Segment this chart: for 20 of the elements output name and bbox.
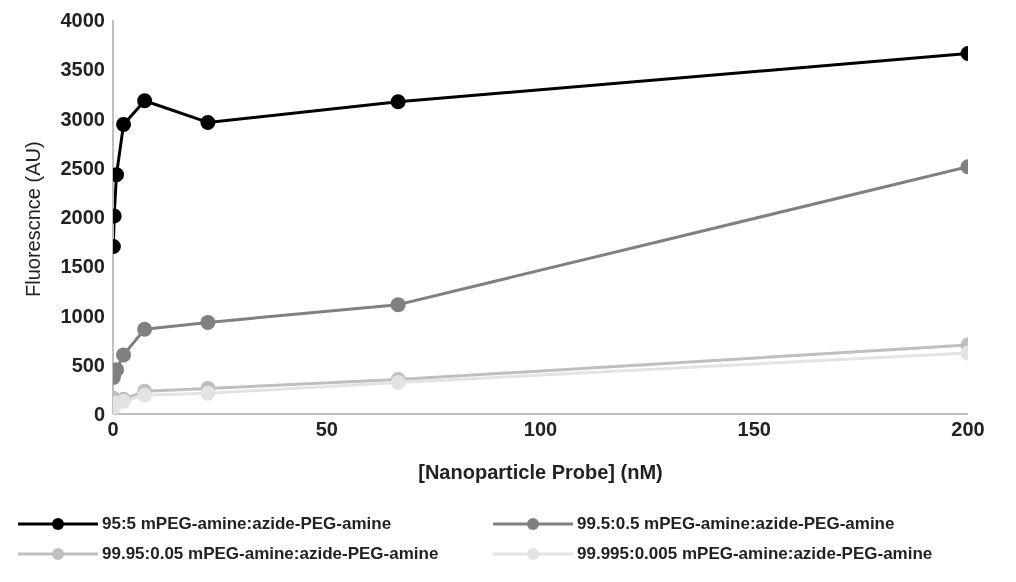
y-tick-label: 2500 xyxy=(60,156,105,179)
y-tick-label: 500 xyxy=(71,353,105,376)
y-tick-label: 4000 xyxy=(60,9,105,32)
y-tick-label: 3500 xyxy=(60,58,105,81)
y-tick-label: 1000 xyxy=(60,304,105,327)
x-tick-label: 100 xyxy=(523,418,558,441)
x-axis-title: [Nanoparticle Probe] (nM) xyxy=(418,461,663,483)
legend-label: 99.5:0.5 mPEG-amine:azide-PEG-amine xyxy=(577,514,895,534)
x-tick-label: 150 xyxy=(737,418,771,441)
y-axis-title: Fluorescnce (AU) xyxy=(22,141,45,297)
x-tick-label: 0 xyxy=(107,418,119,441)
y-tick-label: 1500 xyxy=(60,255,105,278)
legend-label: 95:5 mPEG-amine:azide-PEG-amine xyxy=(102,514,392,534)
y-tick-label: 3000 xyxy=(60,107,105,130)
y-tick-label: 2000 xyxy=(60,206,105,229)
x-tick-label: 200 xyxy=(951,418,985,441)
legend-label: 99.95:0.05 mPEG-amine:azide-PEG-amine xyxy=(102,544,439,564)
y-tick-label: 0 xyxy=(93,403,105,426)
legend-label: 99.995:0.005 mPEG-amine:azide-PEG-amine xyxy=(577,544,933,564)
x-tick-label: 50 xyxy=(315,418,338,441)
